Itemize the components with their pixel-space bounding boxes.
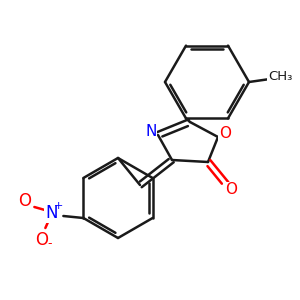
Text: O: O [18,192,31,210]
Text: -: - [47,238,52,250]
Text: O: O [225,182,237,197]
Text: O: O [219,125,231,140]
Text: +: + [54,201,63,211]
Text: N: N [145,124,157,140]
Text: N: N [45,204,58,222]
Text: CH₃: CH₃ [268,70,292,83]
Text: O: O [35,231,48,249]
